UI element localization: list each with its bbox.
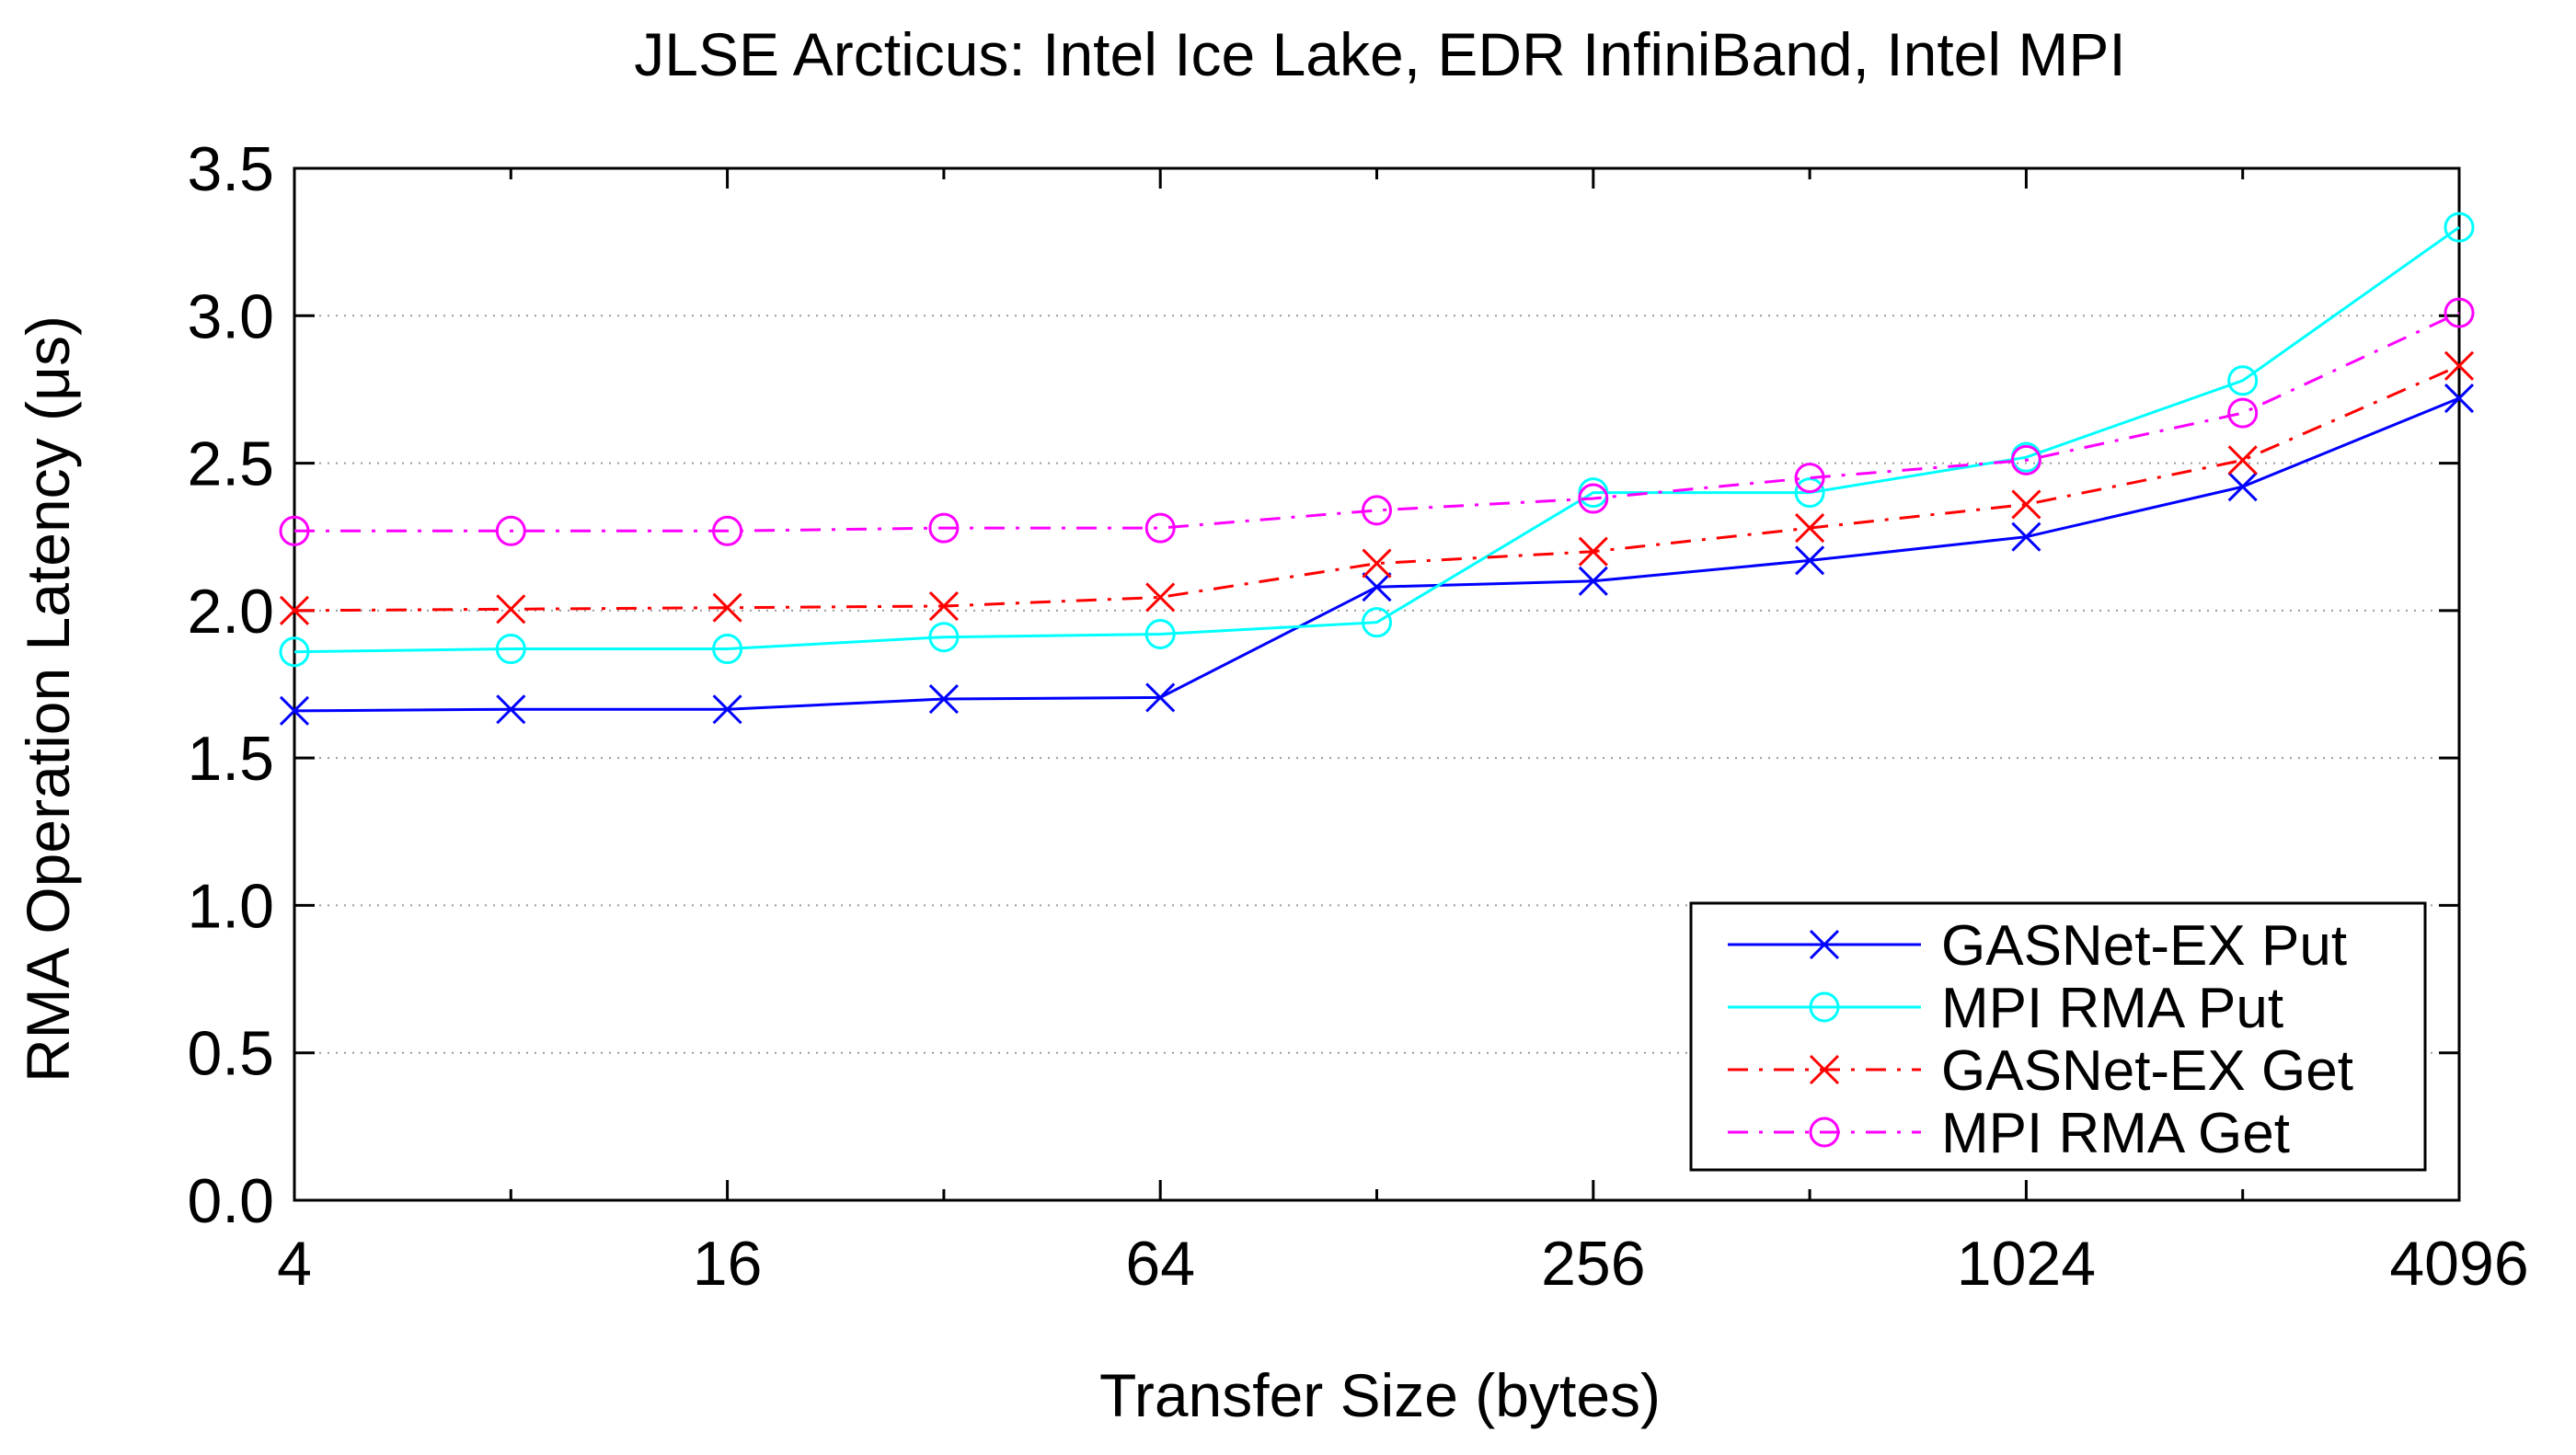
data-point [496, 694, 526, 725]
data-point [1578, 483, 1609, 514]
legend-label: GASNet-EX Get [1941, 1039, 2353, 1103]
y-tick-label: 3.0 [187, 281, 274, 351]
legend-label: MPI RMA Get [1941, 1102, 2290, 1165]
data-point [2227, 445, 2258, 475]
series-line [294, 311, 2460, 533]
data-point [1362, 495, 1392, 526]
data-point [1144, 512, 1176, 544]
data-point [1794, 463, 1825, 494]
x-axis-label: Transfer Size (bytes) [1099, 1361, 1661, 1429]
data-point [2227, 397, 2259, 429]
x-tick-label: 4 [277, 1229, 312, 1299]
data-point [1578, 566, 1608, 596]
legend-marker [1809, 929, 1840, 960]
y-tick-label: 3.5 [187, 134, 274, 204]
data-point [495, 515, 526, 546]
x-tick-label: 16 [693, 1229, 763, 1299]
series-3 [279, 297, 2475, 546]
data-point [496, 594, 526, 624]
legend-marker [1809, 991, 1840, 1023]
plot-frame [293, 166, 2461, 1202]
data-point [2444, 297, 2475, 328]
y-tick-label: 1.5 [187, 724, 274, 794]
y-tick-label: 2.0 [187, 577, 274, 647]
x-tick-label: 1024 [1957, 1229, 2096, 1299]
data-point [1362, 607, 1392, 638]
data-point [1362, 572, 1392, 602]
series-line [293, 396, 2460, 713]
y-tick-label: 2.5 [187, 430, 274, 499]
data-point [712, 634, 743, 665]
y-tick-label: 0.0 [187, 1166, 274, 1236]
data-point [712, 515, 743, 546]
y-tick-label: 0.5 [187, 1019, 274, 1089]
series-1 [279, 212, 2475, 668]
data-point [712, 694, 742, 725]
data-point [1145, 582, 1176, 613]
series-0 [279, 383, 2475, 726]
data-point [928, 683, 959, 715]
data-point [279, 595, 310, 625]
data-point [1795, 513, 1825, 544]
data-point [495, 634, 526, 665]
series-line [293, 364, 2460, 613]
y-axis-label: RMA Operation Latency (μs) [14, 315, 82, 1083]
data-point [2011, 489, 2041, 520]
data-point [2444, 212, 2475, 243]
legend-label: MPI RMA Put [1941, 977, 2283, 1040]
data-point [2011, 521, 2041, 552]
data-point [2010, 444, 2041, 475]
legend-label: GASNet-EX Put [1941, 914, 2347, 978]
x-tick-label: 256 [1541, 1229, 1645, 1299]
legend-marker [1809, 1054, 1840, 1085]
data-point [2444, 350, 2475, 381]
data-point [1145, 682, 1176, 713]
y-tick-label: 1.0 [187, 871, 274, 941]
data-point [279, 695, 310, 726]
data-point [1362, 548, 1392, 579]
chart-title: JLSE Arcticus: Intel Ice Lake, EDR Infin… [634, 20, 2125, 88]
data-point [2227, 472, 2258, 502]
x-tick-label: 64 [1125, 1229, 1195, 1299]
data-point [712, 592, 742, 623]
data-point [279, 515, 310, 546]
data-point [1144, 619, 1176, 650]
data-point [1794, 477, 1825, 509]
series-2 [279, 350, 2475, 625]
x-tick-label: 4096 [2389, 1229, 2528, 1299]
data-point [928, 512, 960, 544]
data-point [1795, 545, 1825, 576]
axes: 0.0 0.5 1.0 1.5 2.0 2.5 3.0 3.5 4 16 64 256 1024 4096 [187, 134, 2528, 1299]
data-point [1578, 536, 1608, 567]
data-point [2227, 365, 2259, 396]
data-point [279, 636, 310, 668]
data-point [928, 622, 960, 653]
data-point [928, 590, 959, 622]
data-point [2444, 383, 2475, 414]
data-series [279, 212, 2475, 726]
legend-marker [1809, 1117, 1840, 1148]
series-line [293, 225, 2460, 654]
